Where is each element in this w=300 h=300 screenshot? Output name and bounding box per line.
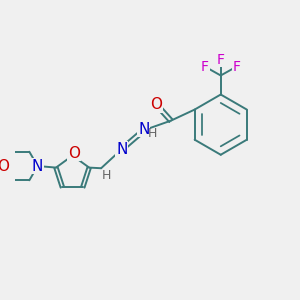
Text: O: O	[151, 97, 163, 112]
Text: O: O	[0, 158, 9, 173]
Text: F: F	[201, 60, 209, 74]
Text: O: O	[68, 146, 80, 160]
Text: H: H	[148, 127, 158, 140]
Text: F: F	[232, 60, 241, 74]
Text: F: F	[217, 52, 225, 67]
Text: N: N	[138, 122, 150, 137]
Text: N: N	[32, 158, 43, 173]
Text: H: H	[102, 169, 112, 182]
Text: N: N	[116, 142, 128, 157]
